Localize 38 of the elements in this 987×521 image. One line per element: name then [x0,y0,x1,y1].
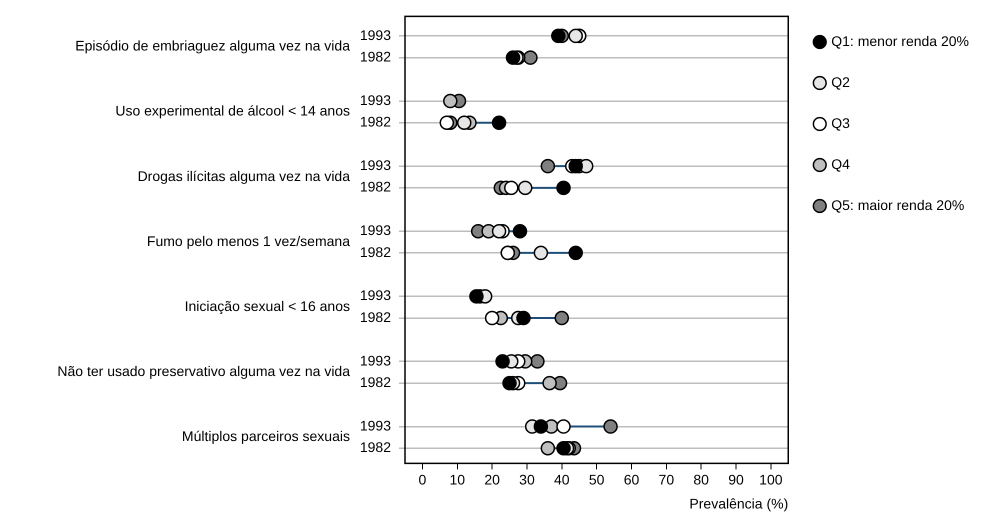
text: Episódio de embriaguez alguma vez na vida [75,38,350,54]
y-tick-label: 1993 [360,352,392,368]
y-tick-label: 1993 [360,287,392,304]
y-tick-label: 1993 [360,26,392,43]
x-tick-label: 40 [554,472,570,488]
x-axis-title: Prevalência (%) [689,495,788,512]
y-tick-label: 1993 [360,156,392,173]
x-tick-label: 0 [418,472,427,488]
y-tick-label: 1993 [360,222,392,238]
y-tick-label: 1982 [360,178,392,195]
text: Uso experimental de álcool < 14 anos [115,102,350,119]
legend-label: Q1: menor renda 20% [831,32,970,49]
y-tick-label: 1982 [360,244,392,260]
y-tick-label: 1982 [360,439,392,456]
text: Múltiplos parceiros sexuais [182,428,350,444]
y-tick-label: 1993 [360,417,392,434]
text: Fumo pelo menos 1 vez/semana [146,232,350,249]
x-tick-label: 50 [588,472,605,488]
x-tick-label: 10 [449,472,466,488]
x-tick-label: 60 [624,472,640,488]
text: Iniciação sexual < 16 anos [184,298,350,314]
y-tick-label: 1993 [360,92,392,108]
text: Drogas ilícitas alguma vez na vida [138,168,350,184]
legend-label: Q3 [831,114,850,131]
legend-label: Q5: maior renda 20% [831,196,964,213]
legend-label: Q4 [831,156,850,172]
y-tick-label: 1982 [360,48,392,64]
y-tick-label: 1982 [360,308,392,325]
text: Não ter usado preservativo alguma vez na vida [57,363,350,380]
x-tick-label: 20 [484,472,500,488]
y-tick-label: 1982 [360,374,392,390]
legend-label: Q2 [831,74,850,90]
x-tick-label: 80 [693,472,710,488]
y-tick-label: 1982 [360,114,392,130]
x-tick-label: 70 [658,472,674,488]
x-tick-label: 90 [728,472,744,488]
x-tick-label: 100 [759,472,783,488]
x-tick-label: 30 [519,472,535,488]
